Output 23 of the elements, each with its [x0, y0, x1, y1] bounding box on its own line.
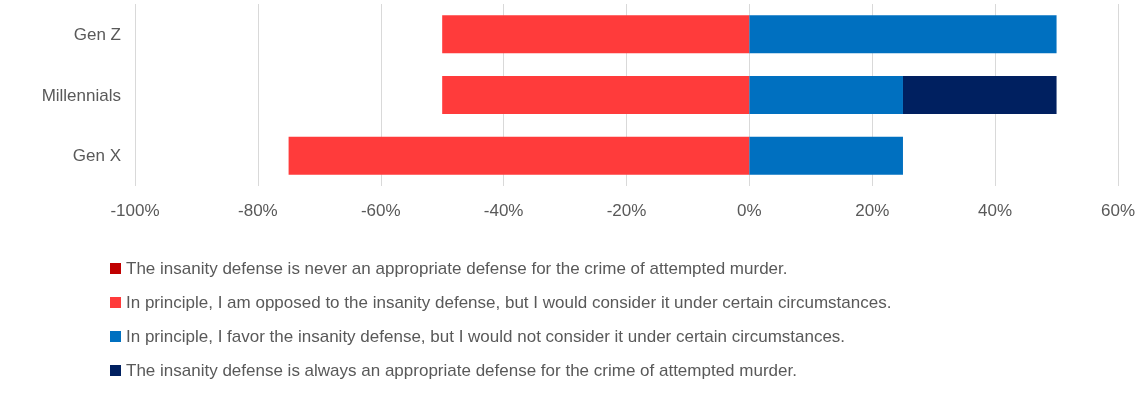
bar — [749, 15, 1057, 54]
x-tick-label: -20% — [606, 201, 647, 220]
bar — [442, 15, 750, 54]
y-tick-label: Millennials — [41, 85, 121, 105]
y-tick-label: Gen Z — [73, 24, 121, 44]
x-tick-label: 0% — [737, 201, 762, 220]
x-tick-label: 20% — [855, 201, 890, 220]
legend-label: In principle, I am opposed to the insanity defense, but I would consider it under certain circumstances. — [126, 293, 892, 312]
bar — [902, 76, 1057, 114]
x-tick-label: 40% — [978, 201, 1013, 220]
y-tick-label: Gen X — [72, 146, 121, 166]
x-tick-label: -100% — [110, 201, 160, 220]
x-tick-label: -60% — [360, 201, 401, 220]
x-tick-label: 60% — [1100, 201, 1136, 220]
legend-label: In principle, I favor the insanity defense, but I would not consider it under certain circumstances. — [126, 327, 846, 346]
legend-label: The insanity defense is always an appropriate defense for the crime of attempted murder. — [126, 361, 797, 380]
x-tick-label: -80% — [238, 201, 278, 220]
bar — [288, 136, 750, 175]
bar — [749, 136, 903, 175]
x-tick-label: -40% — [483, 201, 524, 220]
bar — [749, 76, 903, 114]
legend-label: The insanity defense is never an appropriate defense for the crime of attempted murder. — [126, 259, 788, 278]
bar — [442, 76, 750, 114]
